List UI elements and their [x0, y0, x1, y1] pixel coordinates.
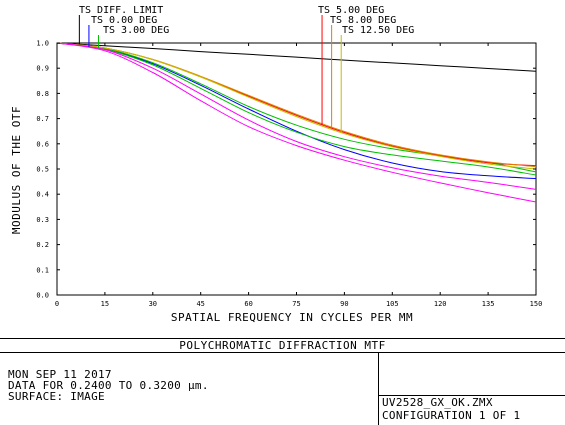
- x-tick-label: 120: [434, 300, 447, 308]
- data-range-text: DATA FOR 0.2400 TO 0.3200 µm.: [8, 379, 209, 392]
- y-tick-label: 0.6: [36, 140, 49, 148]
- chart-title-strip: POLYCHROMATIC DIFFRACTION MTF: [0, 338, 565, 353]
- legend-label: TS 12.50 DEG: [342, 25, 414, 36]
- mtf-curve: [56, 42, 537, 173]
- legend-label: TS 5.00 DEG: [318, 5, 384, 16]
- tick-layer: 0 15 30 45 60 75 90 105 120 135 150 0.0 0.1 0.2 0.3 0.4…: [36, 40, 542, 309]
- mtf-curve: [56, 42, 537, 72]
- info-block: MON SEP 11 2017 DATA FOR 0.2400 TO 0.320…: [8, 369, 209, 402]
- y-tick-label: 1.0: [36, 40, 49, 48]
- configuration-text: CONFIGURATION 1 OF 1: [382, 409, 521, 422]
- x-tick-label: 0: [55, 300, 59, 308]
- y-tick-label: 0.9: [36, 65, 49, 73]
- y-tick-label: 0.2: [36, 241, 49, 249]
- date-text: MON SEP 11 2017: [8, 368, 112, 381]
- legend-label: TS 3.00 DEG: [103, 25, 169, 36]
- x-tick-label: 15: [101, 300, 109, 308]
- mtf-curve: [56, 42, 537, 190]
- plot-frame: [56, 42, 537, 296]
- y-axis-label: MODULUS OF THE OTF: [10, 106, 23, 234]
- x-tick-label: 30: [149, 300, 157, 308]
- mtf-curve: [56, 42, 537, 168]
- x-tick-label: 150: [530, 300, 543, 308]
- file-name: UV2528_GX_OK.ZMX: [382, 396, 493, 409]
- x-tick-label: 60: [244, 300, 252, 308]
- legend-label: TS 0.00 DEG: [91, 15, 157, 26]
- x-tick-label: 90: [340, 300, 348, 308]
- x-tick-label: 45: [196, 300, 204, 308]
- file-info-box: UV2528_GX_OK.ZMX CONFIGURATION 1 OF 1: [378, 353, 565, 425]
- mtf-curve: [56, 42, 537, 180]
- mtf-curve: [56, 42, 537, 167]
- x-tick-label: 75: [292, 300, 300, 308]
- mtf-curve: [56, 42, 537, 203]
- x-axis-label: SPATIAL FREQUENCY IN CYCLES PER MM: [171, 311, 413, 324]
- legend-label: TS DIFF. LIMIT: [79, 5, 163, 16]
- y-tick-label: 0.3: [36, 216, 49, 224]
- mtf-curve: [56, 42, 537, 170]
- legend-label: TS 8.00 DEG: [330, 15, 396, 26]
- chart-title: POLYCHROMATIC DIFFRACTION MTF: [179, 339, 386, 352]
- y-tick-label: 0.8: [36, 90, 49, 98]
- surface-text: SURFACE: IMAGE: [8, 390, 105, 403]
- y-tick-label: 0.4: [36, 191, 49, 199]
- x-tick-label: 135: [482, 300, 495, 308]
- x-tick-label: 105: [386, 300, 399, 308]
- y-tick-label: 0.7: [36, 115, 49, 123]
- series-layer: [56, 42, 537, 203]
- file-info-divider: [379, 395, 565, 396]
- y-tick-label: 0.1: [36, 266, 49, 274]
- mtf-curve: [56, 42, 537, 176]
- y-tick-label: 0.0: [36, 292, 49, 300]
- y-tick-label: 0.5: [36, 166, 49, 174]
